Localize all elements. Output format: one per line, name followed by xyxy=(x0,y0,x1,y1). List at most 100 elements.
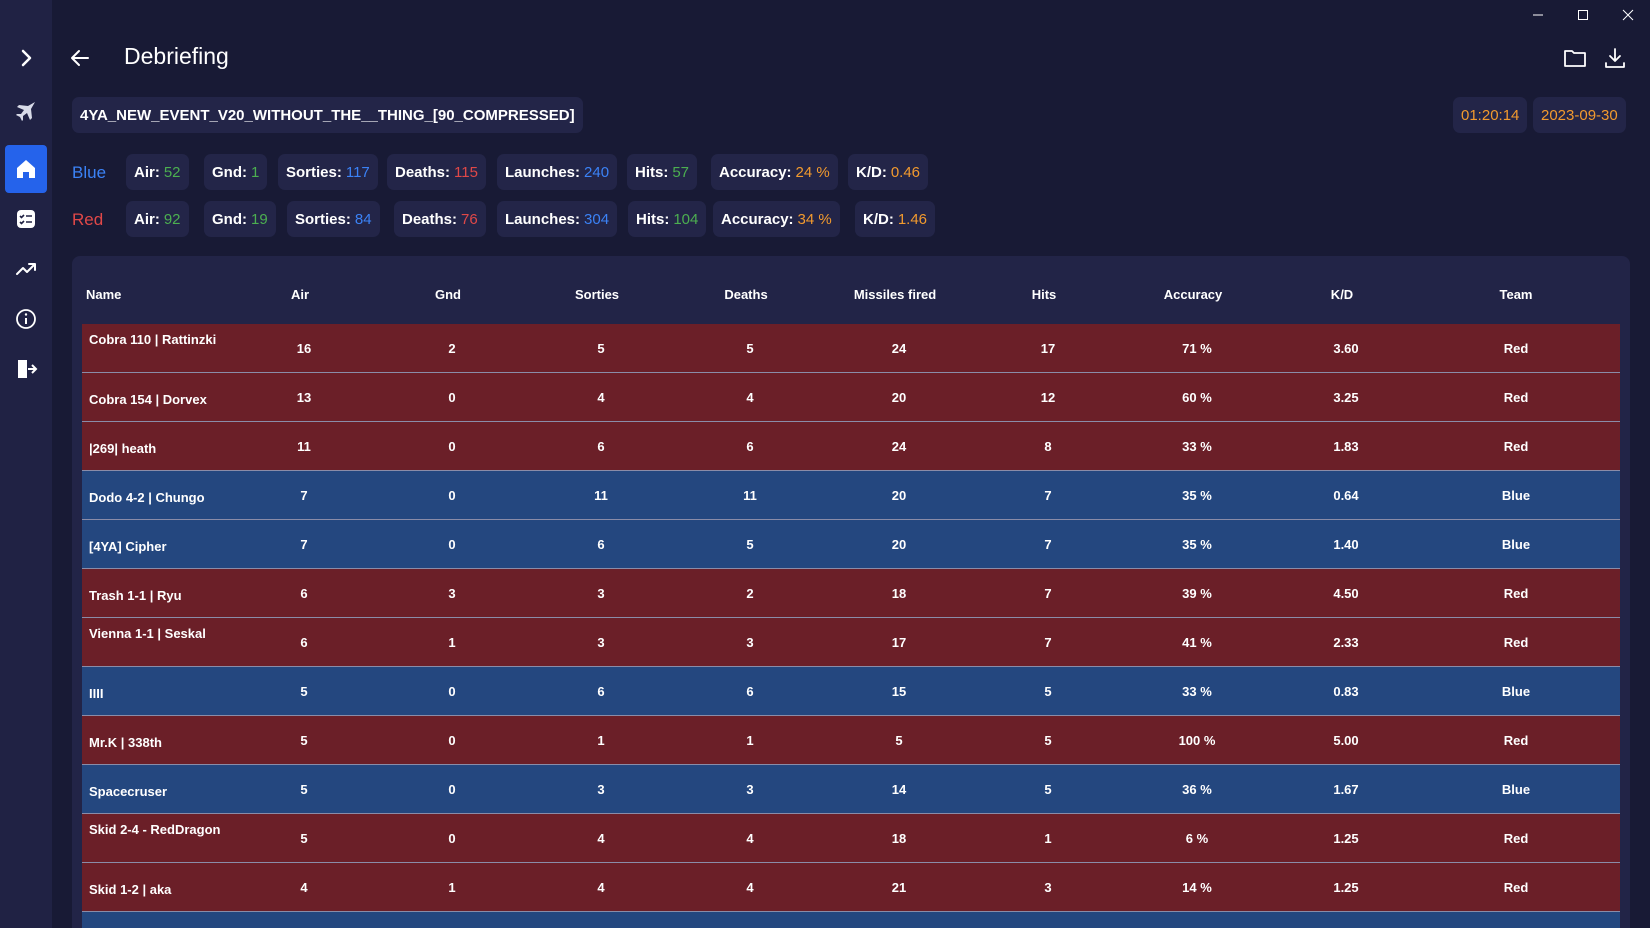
table-row[interactable]: Cobra 154 | Dorvex 13 0 4 4 20 12 60 % 3.25 Red xyxy=(82,373,1620,422)
info-icon xyxy=(16,309,36,329)
window-controls xyxy=(1515,0,1650,30)
sidebar xyxy=(0,0,52,928)
column-header-team[interactable]: Team xyxy=(1499,287,1533,302)
cell-hits: 12 xyxy=(1040,390,1056,405)
jet-icon xyxy=(16,102,35,121)
cell-gnd: 2 xyxy=(448,341,456,356)
table-row[interactable]: Vienna 1-1 | Seskal 6 1 3 3 17 7 41 % 2.33 Red xyxy=(82,618,1620,667)
table-row[interactable]: Dodo 4-2 | Chungo 7 0 11 11 20 7 35 % 0.64 Blue xyxy=(82,471,1620,520)
column-header-hits[interactable]: Hits xyxy=(1031,287,1057,302)
back-button[interactable] xyxy=(66,44,94,72)
cell-gnd: 3 xyxy=(448,586,456,601)
column-header-name[interactable]: Name xyxy=(86,287,122,302)
stat-value: 34 % xyxy=(797,210,832,228)
cell-name: Skid 1-2 | aka xyxy=(89,882,172,897)
table-row[interactable]: Mr.K | 338th 5 0 1 1 5 5 100 % 5.00 Red xyxy=(82,716,1620,765)
stat-label: K/D: xyxy=(863,210,894,228)
table-body: Cobra 110 | Rattinzki 16 2 5 5 24 17 71 % 3.60 Re… xyxy=(82,324,1620,928)
cell-missiles-fired: 18 xyxy=(891,586,907,601)
cell-name: Vienna 1-1 | Seskal xyxy=(89,626,206,641)
stat-value: 57 xyxy=(672,163,690,181)
home-icon xyxy=(17,160,35,178)
stat-value: 76 xyxy=(461,210,478,228)
cell-k-d: 5.00 xyxy=(1333,733,1359,748)
column-header-missiles-fired[interactable]: Missiles fired xyxy=(853,287,937,302)
cell-accuracy: 71 % xyxy=(1182,341,1212,356)
minimize-button[interactable] xyxy=(1515,0,1560,30)
cell-missiles-fired: 20 xyxy=(891,488,907,503)
blue-stat-chip: Launches: 240 xyxy=(497,154,618,190)
column-header-accuracy[interactable]: Accuracy xyxy=(1163,287,1223,302)
sidebar-item-checklist[interactable] xyxy=(5,195,47,243)
blue-stat-chip: Sorties: 117 xyxy=(278,154,378,190)
table-row[interactable]: IIII 5 0 6 6 15 5 33 % 0.83 Blue xyxy=(82,667,1620,716)
cell-air: 7 xyxy=(300,488,308,503)
cell-gnd: 0 xyxy=(448,439,456,454)
sidebar-item-info[interactable] xyxy=(5,295,47,343)
cell-sorties: 6 xyxy=(597,684,605,699)
maximize-button[interactable] xyxy=(1560,0,1605,30)
table-row[interactable]: Spacecruser 5 0 3 3 14 5 36 % 1.67 Blue xyxy=(82,765,1620,814)
arrow-left-icon xyxy=(71,50,89,66)
cell-gnd: 0 xyxy=(448,733,456,748)
table-row[interactable]: Skid 1-2 | aka 4 1 4 4 21 3 14 % 1.25 Red xyxy=(82,863,1620,912)
cell-hits: 5 xyxy=(1044,684,1052,699)
cell-missiles-fired: 18 xyxy=(891,831,907,846)
cell-k-d: 2.33 xyxy=(1333,635,1359,650)
column-header-sorties[interactable]: Sorties xyxy=(574,287,620,302)
stat-value: 19 xyxy=(251,210,268,228)
cell-missiles-fired: 14 xyxy=(891,782,907,797)
cell-name: Cobra 110 | Rattinzki xyxy=(89,332,217,347)
column-header-deaths[interactable]: Deaths xyxy=(724,287,768,302)
cell-accuracy: 60 % xyxy=(1182,390,1212,405)
column-header-gnd[interactable]: Gnd xyxy=(435,287,461,302)
column-header-air[interactable]: Air xyxy=(290,287,310,302)
cell-hits: 3 xyxy=(1044,880,1052,895)
page-title: Debriefing xyxy=(124,43,229,69)
table-row[interactable]: |269| heath 11 0 6 6 24 8 33 % 1.83 Red xyxy=(82,422,1620,471)
sidebar-item-jet[interactable] xyxy=(5,87,47,135)
column-header-k-d[interactable]: K/D xyxy=(1330,287,1354,302)
cell-deaths: 5 xyxy=(746,341,754,356)
cell-k-d: 3.60 xyxy=(1333,341,1359,356)
cell-deaths: 5 xyxy=(746,537,754,552)
mission-name: 4YA_NEW_EVENT_V20_WITHOUT_THE__THING_[90… xyxy=(80,106,575,124)
team-label-red: Red xyxy=(72,210,104,229)
cell-hits: 7 xyxy=(1044,488,1052,503)
chevron-right-icon xyxy=(21,49,32,67)
cell-k-d: 3.25 xyxy=(1333,390,1359,405)
stat-value: 1.46 xyxy=(897,210,928,228)
cell-sorties: 5 xyxy=(597,341,605,356)
cell-air: 7 xyxy=(300,537,308,552)
table-row[interactable]: Trash 1-1 | Ryu 6 3 3 2 18 7 39 % 4.50 Red xyxy=(82,569,1620,618)
cell-team: Blue xyxy=(1501,488,1531,503)
table-row[interactable]: Cobra 110 | Rattinzki 16 2 5 5 24 17 71 % 3.60 Re… xyxy=(82,324,1620,373)
sidebar-item-home[interactable] xyxy=(5,145,47,193)
table-row[interactable]: Skid 2-4 - RedDragon 5 0 4 4 18 1 6 % 1.25 Red xyxy=(82,814,1620,863)
cell-k-d: 1.40 xyxy=(1333,537,1359,552)
sidebar-item-stats[interactable] xyxy=(5,245,47,293)
cell-name: IIII xyxy=(89,686,104,701)
cell-accuracy: 36 % xyxy=(1182,782,1212,797)
cell-gnd: 1 xyxy=(448,880,456,895)
cell-accuracy: 39 % xyxy=(1182,586,1212,601)
team-label-blue: Blue xyxy=(72,163,107,182)
cell-k-d: 1.83 xyxy=(1333,439,1359,454)
expand-sidebar-button[interactable] xyxy=(5,34,47,82)
open-folder-button[interactable] xyxy=(1561,44,1589,72)
blue-stat-chip: Accuracy: 24 % xyxy=(711,154,838,190)
cell-k-d: 0.83 xyxy=(1333,684,1359,699)
close-button[interactable] xyxy=(1605,0,1650,30)
table-row[interactable]: [4YA] Cipher 7 0 6 5 20 7 35 % 1.40 Blue xyxy=(82,520,1620,569)
table-row[interactable]: Cobra 101 |Blue xyxy=(82,912,1620,928)
cell-air: 16 xyxy=(296,341,312,356)
sidebar-item-exit[interactable] xyxy=(5,345,47,393)
checklist-icon xyxy=(17,210,35,228)
maximize-icon xyxy=(1577,10,1588,20)
cell-sorties: 4 xyxy=(597,390,605,405)
cell-hits: 7 xyxy=(1044,537,1052,552)
stat-value: 84 xyxy=(354,210,372,228)
stat-value: 304 xyxy=(584,210,610,228)
cell-accuracy: 35 % xyxy=(1182,488,1212,503)
download-button[interactable] xyxy=(1601,44,1629,72)
